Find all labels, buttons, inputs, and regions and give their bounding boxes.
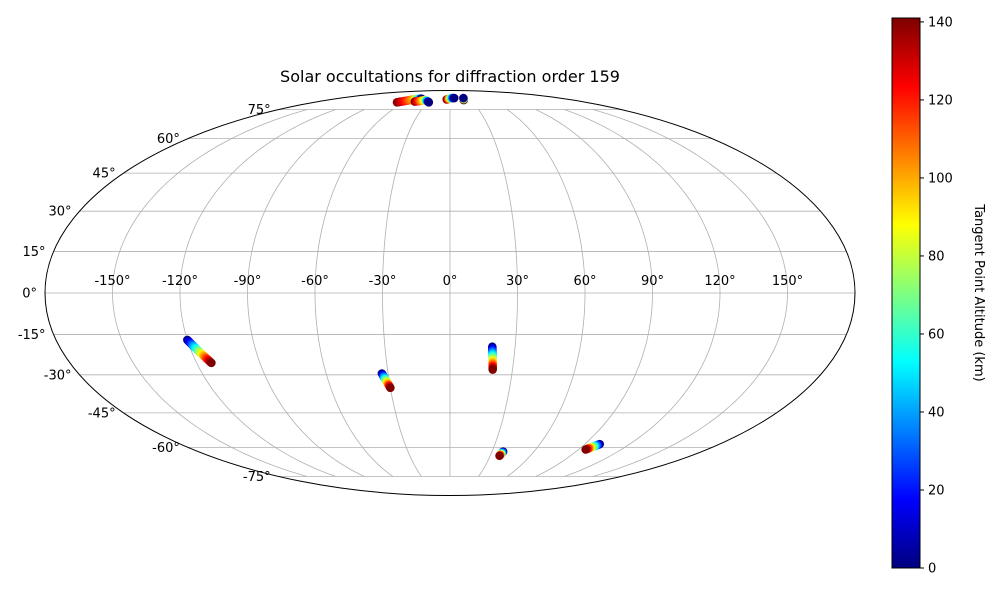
- colorbar-tick-label: 120: [928, 93, 953, 108]
- data-point: [207, 358, 216, 368]
- map-outline: [44, 90, 856, 496]
- lat-tick-label: -75°: [243, 470, 271, 485]
- lat-tick-label: -30°: [44, 368, 72, 383]
- lat-tick-label: 0°: [22, 287, 37, 302]
- data-point: [449, 93, 459, 103]
- data-point: [424, 98, 434, 107]
- occultation-track: [410, 95, 434, 107]
- occultation-track: [442, 93, 459, 104]
- lat-tick-label: 15°: [23, 245, 46, 260]
- colorbar-label: Tangent Point Altitude (km): [971, 203, 986, 381]
- lon-tick-label: 30°: [506, 274, 529, 289]
- data-point: [459, 93, 468, 103]
- colorbar-tick-label: 0: [928, 562, 936, 577]
- lon-tick-label: -150°: [94, 274, 130, 289]
- lon-tick-label: -30°: [369, 274, 397, 289]
- data-point: [581, 445, 590, 454]
- occultation-track: [459, 93, 468, 105]
- lat-tick-label: -60°: [152, 441, 180, 456]
- lat-tick-label: -45°: [88, 406, 116, 421]
- map-plot: -150° -120° -90° -60° -30° 0° 30° 60° 90° 120° 150…: [18, 90, 856, 496]
- colorbar-tick-label: 140: [928, 15, 953, 30]
- data-point: [488, 365, 498, 374]
- lon-tick-label: 90°: [641, 274, 664, 289]
- lon-tick-label: 150°: [772, 274, 803, 289]
- colorbar: 0 20 40 60 80 100 120 140 Tangent Point Altitud…: [891, 15, 986, 577]
- colorbar-tick-label: 60: [928, 327, 945, 342]
- occultation-track: [581, 439, 605, 454]
- colorbar-tick-label: 80: [928, 249, 945, 264]
- data-point: [495, 451, 504, 461]
- lon-tick-label: 120°: [704, 274, 735, 289]
- lon-tick-label: -120°: [162, 274, 198, 289]
- lat-tick-label: 30°: [48, 205, 71, 220]
- lat-tick-label: -15°: [18, 328, 46, 343]
- occultation-track: [495, 447, 508, 461]
- colorbar-tick-label: 100: [928, 171, 953, 186]
- chart-title: Solar occultations for diffraction order…: [280, 67, 620, 86]
- lat-tick-label: 45°: [93, 167, 116, 182]
- occultation-track: [377, 369, 395, 393]
- lon-tick-label: -60°: [301, 274, 329, 289]
- colorbar-tick-label: 20: [928, 483, 945, 498]
- lon-tick-label: 60°: [573, 274, 596, 289]
- lat-tick-label: 75°: [248, 103, 271, 118]
- occultation-track: [183, 335, 216, 368]
- lon-tick-label: 0°: [443, 274, 458, 289]
- colorbar-gradient: [891, 17, 921, 569]
- occultation-track: [488, 342, 498, 374]
- colorbar-tick-label: 40: [928, 405, 945, 420]
- lon-tick-label: -90°: [234, 274, 262, 289]
- data-point: [386, 383, 395, 393]
- lat-tick-label: 60°: [157, 132, 180, 147]
